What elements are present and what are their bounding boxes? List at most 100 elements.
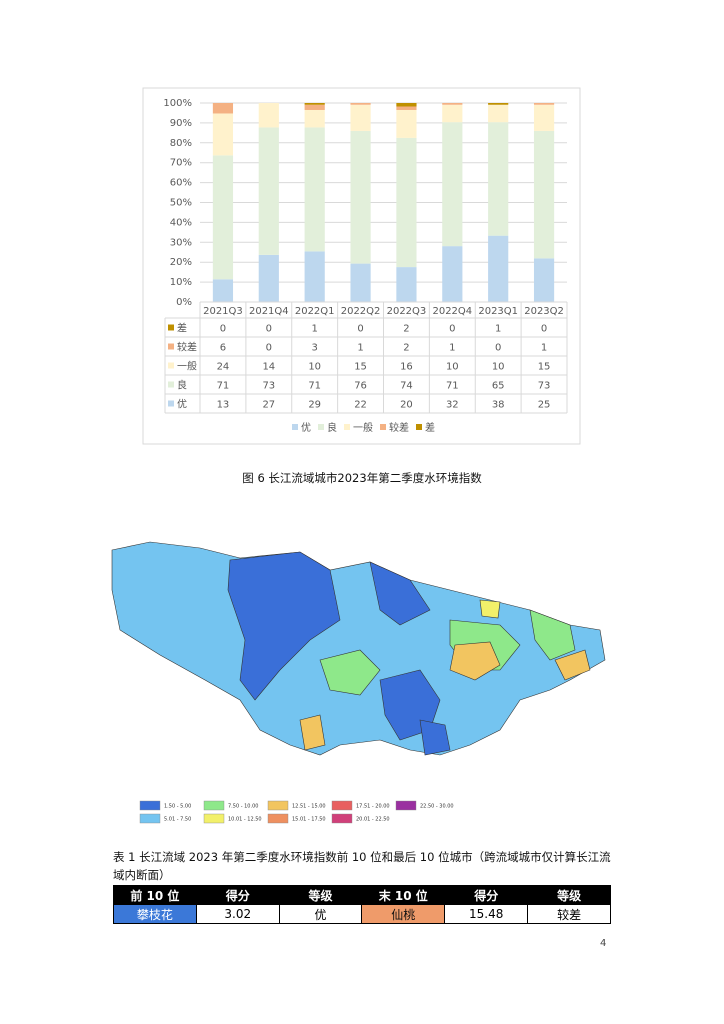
bar-segment bbox=[442, 104, 463, 123]
table-value: 20 bbox=[400, 400, 413, 411]
legend-label: 22.50 - 30.00 bbox=[420, 804, 454, 810]
table-value: 14 bbox=[262, 362, 275, 373]
table-value: 15 bbox=[354, 362, 367, 373]
table-value: 65 bbox=[492, 381, 505, 392]
map-region bbox=[227, 551, 341, 701]
bar-segment bbox=[304, 103, 325, 105]
legend-swatch bbox=[331, 800, 353, 811]
x-tick-label: 2021Q3 bbox=[203, 306, 243, 317]
row-label: 差 bbox=[177, 322, 187, 335]
page-number: 4 bbox=[600, 938, 607, 949]
table-value: 25 bbox=[538, 400, 551, 411]
bar-segment bbox=[442, 122, 463, 247]
table-value: 1 bbox=[357, 343, 363, 354]
bar-segment bbox=[442, 103, 463, 105]
bar-segment bbox=[533, 103, 555, 105]
bar-segment bbox=[396, 103, 417, 107]
legend-key bbox=[292, 424, 298, 430]
bar-segment bbox=[212, 103, 234, 114]
table-value: 1 bbox=[541, 343, 547, 354]
legend-label: 优 bbox=[301, 421, 311, 434]
y-tick-label: 40% bbox=[170, 217, 192, 228]
bar-segment bbox=[396, 109, 417, 138]
legend-key bbox=[168, 343, 174, 350]
x-tick-label: 2022Q1 bbox=[295, 306, 335, 317]
table-value: 71 bbox=[446, 381, 459, 392]
table-value: 2 bbox=[403, 324, 409, 335]
legend-swatch bbox=[395, 800, 417, 811]
map-base bbox=[111, 541, 606, 756]
legend-label: 15.01 - 17.50 bbox=[292, 817, 326, 823]
table-value: 73 bbox=[262, 381, 275, 392]
legend-key bbox=[380, 424, 386, 430]
table-value: 76 bbox=[354, 381, 367, 392]
bar-segment bbox=[304, 104, 325, 110]
legend-key bbox=[318, 424, 324, 430]
table-value: 71 bbox=[308, 381, 321, 392]
table-cell: 仙桃 bbox=[361, 904, 446, 924]
data-table: 前 10 位得分 等级末 10 位得分 等级 攀枝花 3.02 优仙桃 15.48 较差 bbox=[113, 885, 611, 924]
bar-segment bbox=[350, 104, 371, 131]
legend-label: 7.50 - 10.00 bbox=[228, 804, 258, 810]
table-cell: 15.48 bbox=[444, 904, 529, 924]
legend-label: 较差 bbox=[389, 421, 409, 434]
table-caption: 表 1 长江流域 2023 年第二季度水环境指数前 10 位和最后 10 位城市… bbox=[113, 850, 611, 882]
legend-swatch bbox=[267, 800, 289, 811]
table-cell: 优 bbox=[278, 904, 363, 924]
header-cell: 末 10 位 bbox=[361, 885, 446, 905]
map-region bbox=[479, 599, 501, 619]
y-tick-label: 90% bbox=[170, 118, 192, 129]
table-value: 13 bbox=[217, 400, 230, 411]
table-value: 10 bbox=[446, 362, 459, 373]
table-value: 1 bbox=[495, 324, 501, 335]
header-cell: 前 10 位 bbox=[113, 885, 197, 905]
legend-label: 12.51 - 15.00 bbox=[292, 804, 326, 810]
chart: 0% 10% 20% 30% 40% 50% 60% 70% 80% 90% 100% 2021Q3 2… bbox=[142, 87, 581, 445]
row-label: 良 bbox=[177, 379, 187, 392]
map-region bbox=[419, 719, 451, 756]
y-tick-label: 70% bbox=[170, 158, 192, 169]
legend-label: 10.01 - 12.50 bbox=[228, 817, 262, 823]
bar-segment bbox=[396, 106, 417, 110]
legend-swatch bbox=[139, 800, 161, 811]
legend-key bbox=[168, 400, 174, 407]
y-tick-label: 0% bbox=[176, 297, 192, 308]
table-value: 24 bbox=[217, 362, 230, 373]
map-region bbox=[319, 649, 381, 696]
table-value: 74 bbox=[400, 381, 413, 392]
bar-segment bbox=[396, 137, 417, 268]
x-tick-label: 2022Q2 bbox=[341, 306, 381, 317]
bar-segment bbox=[533, 130, 555, 259]
legend-label: 17.51 - 20.00 bbox=[356, 804, 390, 810]
map-legend: 1.50 - 5.00 5.01 - 7.50 7.50 - 10.00 10.01 … bbox=[139, 800, 454, 824]
table-value: 32 bbox=[446, 400, 459, 411]
legend-label: 5.01 - 7.50 bbox=[164, 817, 191, 823]
map-region bbox=[554, 649, 591, 681]
bar-segment bbox=[488, 122, 509, 236]
y-tick-label: 10% bbox=[170, 277, 192, 288]
bar-segment bbox=[304, 109, 325, 128]
bar-segment bbox=[258, 254, 279, 302]
table-cell: 较差 bbox=[527, 904, 611, 924]
table-value: 6 bbox=[220, 343, 226, 354]
legend-key bbox=[344, 424, 350, 430]
bar-segment bbox=[488, 104, 509, 123]
table-value: 0 bbox=[495, 343, 501, 354]
y-tick-label: 50% bbox=[170, 198, 192, 209]
bar-segment bbox=[488, 235, 509, 302]
header-cell: 等级 bbox=[527, 885, 611, 905]
table-value: 0 bbox=[449, 324, 455, 335]
bar-segment bbox=[258, 127, 279, 255]
map-region bbox=[299, 714, 326, 751]
table-value: 15 bbox=[538, 362, 551, 373]
legend-swatch bbox=[203, 800, 225, 811]
map bbox=[111, 541, 606, 756]
bar-segment bbox=[533, 258, 555, 302]
table-value: 29 bbox=[308, 400, 321, 411]
bar-segment bbox=[304, 251, 325, 302]
bar-segment bbox=[442, 246, 463, 302]
y-tick-label: 30% bbox=[170, 237, 192, 248]
table-value: 38 bbox=[492, 400, 505, 411]
table-value: 1 bbox=[449, 343, 455, 354]
